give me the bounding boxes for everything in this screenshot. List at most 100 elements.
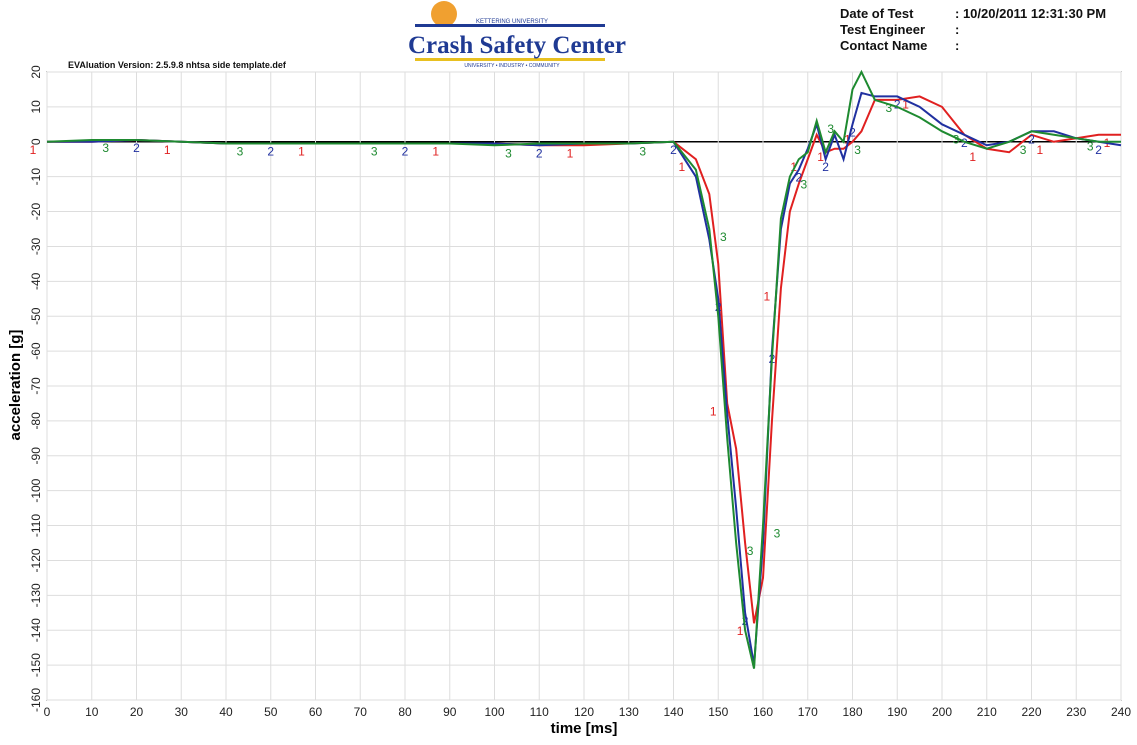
series-marker: 1 bbox=[679, 160, 686, 174]
logo-icon bbox=[431, 1, 457, 27]
y-tick-label: -80 bbox=[29, 412, 43, 430]
y-tick-label: 0 bbox=[29, 138, 43, 145]
y-tick-label: -160 bbox=[29, 688, 43, 712]
series-marker: 3 bbox=[801, 178, 808, 192]
x-tick-label: 60 bbox=[309, 705, 323, 719]
x-tick-label: 30 bbox=[175, 705, 189, 719]
series-marker: 2 bbox=[742, 614, 749, 628]
logo-title: Crash Safety Center bbox=[408, 32, 626, 59]
x-tick-label: 0 bbox=[44, 705, 51, 719]
series-marker: 3 bbox=[505, 146, 512, 160]
series-marker: 2 bbox=[1095, 143, 1102, 157]
y-tick-label: -60 bbox=[29, 342, 43, 360]
series-marker: 1 bbox=[432, 145, 439, 159]
series-marker: 1 bbox=[764, 289, 771, 303]
series-marker: 3 bbox=[1087, 139, 1094, 153]
series-marker: 1 bbox=[817, 150, 824, 164]
y-tick-label: -130 bbox=[29, 583, 43, 607]
series-marker: 2 bbox=[795, 171, 802, 185]
y-tick-label: -40 bbox=[29, 272, 43, 290]
series-marker: 2 bbox=[670, 143, 677, 157]
y-axis-label: acceleration [g] bbox=[7, 330, 24, 441]
series-marker: 2 bbox=[133, 141, 140, 155]
series-marker: 1 bbox=[164, 143, 171, 157]
series-marker: 3 bbox=[854, 143, 861, 157]
x-tick-label: 200 bbox=[932, 705, 952, 719]
series-marker: 3 bbox=[639, 145, 646, 159]
series-marker: 1 bbox=[737, 624, 744, 638]
y-tick-label: -50 bbox=[29, 307, 43, 325]
logo-stripe bbox=[415, 24, 605, 27]
x-tick-label: 70 bbox=[354, 705, 368, 719]
y-tick-label: -110 bbox=[29, 514, 43, 537]
y-tick-label: -10 bbox=[29, 168, 43, 186]
series-marker: 3 bbox=[102, 141, 109, 155]
x-tick-label: 190 bbox=[887, 705, 907, 719]
logo-stripe bbox=[415, 58, 605, 61]
y-tick-label: -100 bbox=[29, 478, 43, 502]
series-marker: 3 bbox=[747, 544, 754, 558]
series-marker: 1 bbox=[902, 97, 909, 111]
series-marker: 3 bbox=[774, 527, 781, 541]
x-tick-label: 150 bbox=[708, 705, 728, 719]
series-marker: 3 bbox=[1020, 143, 1027, 157]
y-tick-label: -30 bbox=[29, 237, 43, 255]
y-tick-label: -120 bbox=[29, 548, 43, 572]
y-tick-label: -90 bbox=[29, 447, 43, 465]
y-tick-label: -20 bbox=[29, 203, 43, 221]
version: EVAluation Version: 2.5.9.8 nhtsa side t… bbox=[68, 60, 287, 70]
y-tick-label: 10 bbox=[29, 100, 43, 114]
x-tick-label: 40 bbox=[219, 705, 233, 719]
logo-bottom: UNIVERSITY • INDUSTRY • COMMUNITY bbox=[464, 63, 560, 69]
x-tick-label: 10 bbox=[85, 705, 99, 719]
series-marker: 1 bbox=[298, 145, 305, 159]
series-marker: 3 bbox=[827, 122, 834, 136]
x-tick-label: 240 bbox=[1111, 705, 1131, 719]
series-marker: 2 bbox=[1028, 132, 1035, 146]
x-tick-label: 160 bbox=[753, 705, 773, 719]
x-tick-label: 110 bbox=[530, 705, 549, 719]
series-marker: 1 bbox=[567, 146, 574, 160]
x-tick-label: 100 bbox=[484, 705, 504, 719]
field-value: : 10/20/2011 12:31:30 PM bbox=[955, 6, 1106, 21]
x-tick-label: 20 bbox=[130, 705, 144, 719]
series-marker: 2 bbox=[715, 300, 722, 314]
series-marker: 1 bbox=[1037, 143, 1044, 157]
series-marker: 3 bbox=[237, 145, 244, 159]
series-marker: 2 bbox=[402, 145, 409, 159]
y-tick-label: -140 bbox=[29, 618, 43, 642]
y-tick-label: -150 bbox=[29, 653, 43, 677]
series-marker: 1 bbox=[30, 143, 37, 157]
series-marker: 2 bbox=[267, 145, 274, 159]
x-tick-label: 230 bbox=[1066, 705, 1086, 719]
x-tick-label: 80 bbox=[398, 705, 412, 719]
series-marker: 1 bbox=[844, 132, 851, 146]
logo-top: KETTERING UNIVERSITY bbox=[476, 19, 548, 25]
logo: KETTERING UNIVERSITY Crash Safety Center… bbox=[408, 1, 626, 69]
y-tick-label: -70 bbox=[29, 377, 43, 395]
series-marker: 2 bbox=[894, 97, 901, 111]
field-value: : bbox=[955, 38, 959, 53]
series-line bbox=[46, 69, 1121, 669]
series-marker: 1 bbox=[710, 404, 717, 418]
x-tick-label: 140 bbox=[663, 705, 683, 719]
series-marker: 2 bbox=[822, 160, 829, 174]
y-tick-label: 20 bbox=[29, 65, 43, 79]
field-label: Date of Test bbox=[840, 6, 914, 21]
series-marker: 3 bbox=[953, 132, 960, 146]
series-marker: 1 bbox=[969, 150, 976, 164]
x-axis-label: time [ms] bbox=[551, 720, 618, 737]
x-tick-label: 90 bbox=[443, 705, 457, 719]
series-marker: 3 bbox=[886, 101, 893, 115]
x-tick-label: 50 bbox=[264, 705, 278, 719]
x-tick-label: 220 bbox=[1021, 705, 1041, 719]
x-tick-label: 210 bbox=[977, 705, 997, 719]
x-tick-label: 170 bbox=[798, 705, 818, 719]
x-tick-label: 120 bbox=[574, 705, 594, 719]
field-label: Contact Name bbox=[840, 38, 927, 53]
x-tick-label: 180 bbox=[842, 705, 862, 719]
series-marker: 3 bbox=[720, 230, 727, 244]
field-value: : bbox=[955, 22, 959, 37]
series-marker: 2 bbox=[849, 125, 856, 139]
